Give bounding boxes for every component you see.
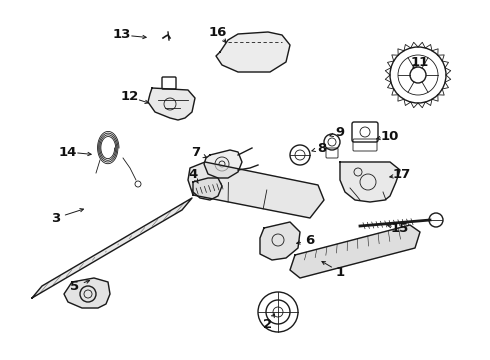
Polygon shape <box>216 32 290 72</box>
Polygon shape <box>193 178 222 200</box>
Text: 6: 6 <box>305 234 315 247</box>
Text: 15: 15 <box>391 221 409 234</box>
Polygon shape <box>204 150 242 178</box>
Text: 16: 16 <box>209 26 227 39</box>
Text: 1: 1 <box>336 266 344 279</box>
Text: 12: 12 <box>121 90 139 104</box>
Text: 13: 13 <box>113 28 131 41</box>
Polygon shape <box>260 222 300 260</box>
Text: 17: 17 <box>393 168 411 181</box>
Text: 2: 2 <box>264 319 272 332</box>
Polygon shape <box>188 162 324 218</box>
Polygon shape <box>340 162 400 202</box>
Text: 9: 9 <box>336 126 344 139</box>
Text: 4: 4 <box>188 168 197 181</box>
Polygon shape <box>64 278 110 308</box>
Polygon shape <box>290 225 420 278</box>
Polygon shape <box>32 198 192 298</box>
Text: 3: 3 <box>51 211 61 225</box>
Text: 5: 5 <box>71 279 79 292</box>
Polygon shape <box>148 88 195 120</box>
Text: 7: 7 <box>192 147 200 159</box>
Text: 8: 8 <box>318 141 327 154</box>
Text: 11: 11 <box>411 55 429 68</box>
Text: 14: 14 <box>59 145 77 158</box>
Text: 10: 10 <box>381 130 399 143</box>
